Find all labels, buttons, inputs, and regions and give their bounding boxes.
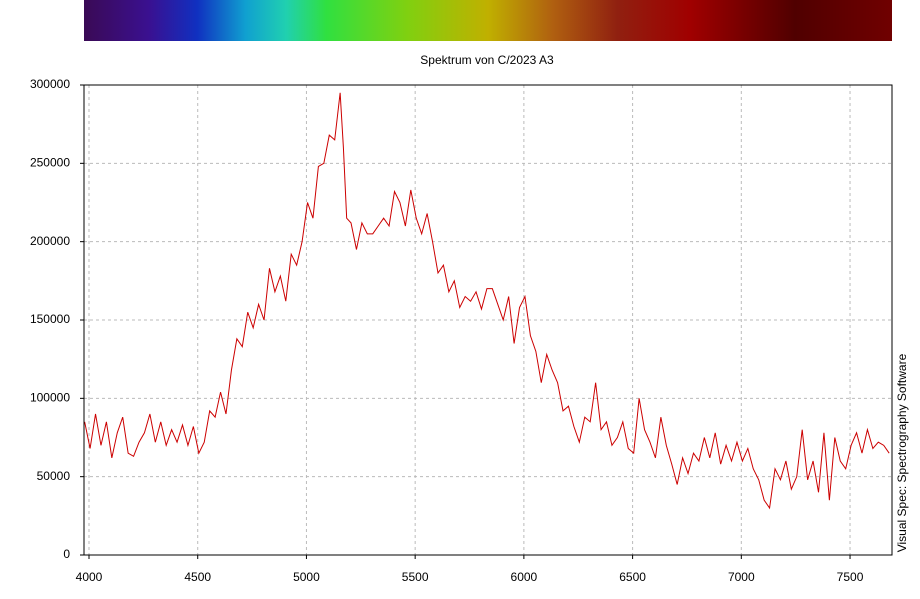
y-tick-label: 200000 xyxy=(30,234,70,248)
x-tick-label: 4000 xyxy=(76,570,103,584)
x-tick-label: 5500 xyxy=(402,570,429,584)
x-tick-label: 7000 xyxy=(728,570,755,584)
plot-frame xyxy=(83,84,893,556)
y-tick-label: 150000 xyxy=(30,312,70,326)
credit: Visual Spec: Spectrography Software xyxy=(895,353,909,552)
x-tick-label: 5000 xyxy=(293,570,320,584)
y-tick-label: 300000 xyxy=(30,77,70,91)
x-tick-label: 7500 xyxy=(837,570,864,584)
y-tick-label: 250000 xyxy=(30,156,70,170)
x-tick-label: 4500 xyxy=(184,570,211,584)
chart-title: Spektrum von C/2023 A3 xyxy=(420,53,554,67)
spectrum-strip xyxy=(84,0,892,41)
y-tick-label: 0 xyxy=(63,547,70,561)
x-tick-label: 6000 xyxy=(511,570,538,584)
y-tick-label: 100000 xyxy=(30,391,70,405)
y-tick-label: 50000 xyxy=(37,469,71,483)
x-tick-label: 6500 xyxy=(619,570,646,584)
data-line xyxy=(84,92,890,510)
